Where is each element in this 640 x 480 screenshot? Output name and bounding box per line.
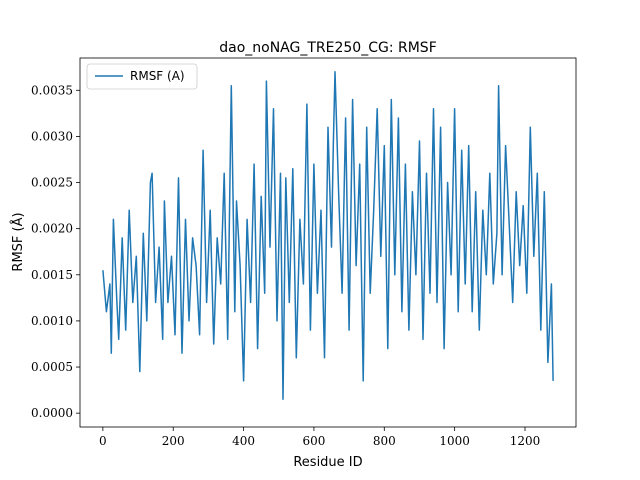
- x-tick-label: 600: [302, 434, 325, 448]
- y-tick-label: 0.0010: [31, 314, 73, 328]
- x-tick-label: 0: [99, 434, 107, 448]
- y-tick-label: 0.0025: [31, 176, 73, 190]
- chart-title: dao_noNAG_TRE250_CG: RMSF: [219, 40, 437, 56]
- x-tick-label: 1200: [510, 434, 541, 448]
- y-tick-label: 0.0020: [31, 222, 73, 236]
- series-line-0: [102, 71, 554, 401]
- x-tick-label: 1000: [439, 434, 470, 448]
- y-tick-label: 0.0015: [31, 268, 73, 282]
- x-tick-label: 400: [232, 434, 255, 448]
- y-tick-label: 0.0035: [31, 83, 73, 97]
- y-tick-label: 0.0000: [31, 406, 73, 420]
- x-tick-label: 200: [162, 434, 185, 448]
- x-axis-label: Residue ID: [293, 455, 362, 470]
- legend-box: [86, 63, 198, 90]
- y-tick-label: 0.0005: [31, 360, 73, 374]
- legend: RMSF (A): [86, 63, 198, 90]
- legend-label: RMSF (A): [130, 69, 185, 83]
- x-tick-label: 800: [373, 434, 396, 448]
- y-axis-label: RMSF (Å): [10, 212, 26, 271]
- plot-area-frame: [79, 57, 577, 428]
- y-tick-label: 0.0030: [31, 129, 73, 143]
